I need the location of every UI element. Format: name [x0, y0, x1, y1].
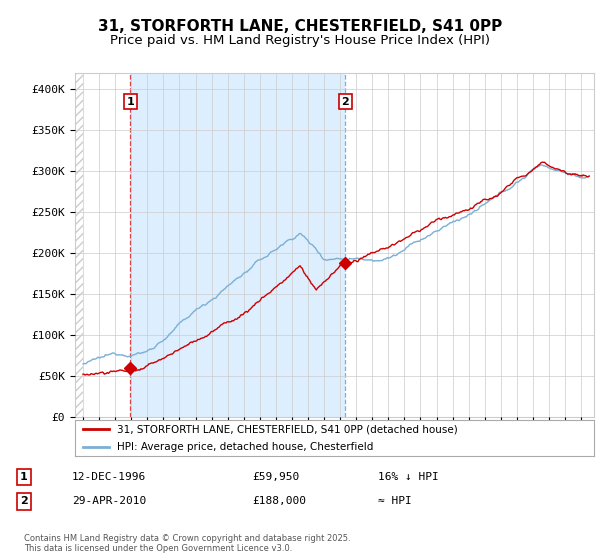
- Bar: [75, 73, 83, 417]
- Text: HPI: Average price, detached house, Chesterfield: HPI: Average price, detached house, Ches…: [116, 442, 373, 452]
- Text: ≈ HPI: ≈ HPI: [378, 496, 412, 506]
- Text: 29-APR-2010: 29-APR-2010: [72, 496, 146, 506]
- Text: Price paid vs. HM Land Registry's House Price Index (HPI): Price paid vs. HM Land Registry's House …: [110, 34, 490, 47]
- Text: 31, STORFORTH LANE, CHESTERFIELD, S41 0PP (detached house): 31, STORFORTH LANE, CHESTERFIELD, S41 0P…: [116, 424, 457, 434]
- Bar: [130, 73, 345, 417]
- Text: 1: 1: [127, 96, 134, 106]
- Text: 2: 2: [20, 496, 28, 506]
- Text: 2: 2: [341, 96, 349, 106]
- Text: £59,950: £59,950: [252, 472, 299, 482]
- Text: 12-DEC-1996: 12-DEC-1996: [72, 472, 146, 482]
- Text: £188,000: £188,000: [252, 496, 306, 506]
- Text: Contains HM Land Registry data © Crown copyright and database right 2025.
This d: Contains HM Land Registry data © Crown c…: [24, 534, 350, 553]
- Text: 31, STORFORTH LANE, CHESTERFIELD, S41 0PP: 31, STORFORTH LANE, CHESTERFIELD, S41 0P…: [98, 20, 502, 34]
- Text: 16% ↓ HPI: 16% ↓ HPI: [378, 472, 439, 482]
- Text: 1: 1: [20, 472, 28, 482]
